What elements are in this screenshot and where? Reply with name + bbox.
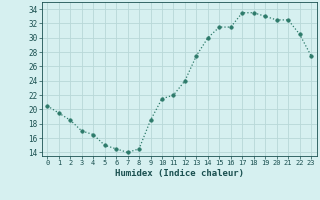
- X-axis label: Humidex (Indice chaleur): Humidex (Indice chaleur): [115, 169, 244, 178]
